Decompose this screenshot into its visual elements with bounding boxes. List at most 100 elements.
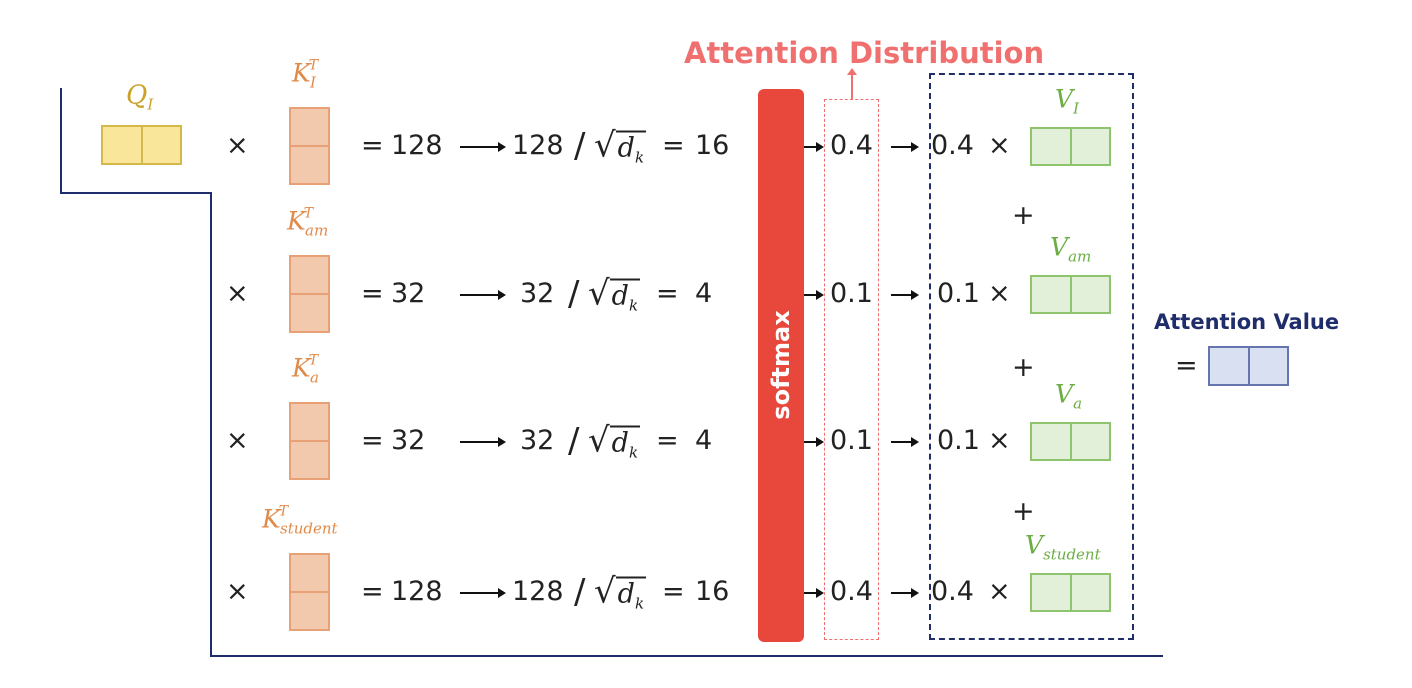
value-subscript: I (1073, 99, 1079, 118)
attention-weight: 0.4 (931, 576, 974, 607)
divide-sign: / (568, 274, 580, 314)
times-sign: × (226, 278, 249, 309)
vector-cell (1032, 129, 1070, 164)
vector-cell (1032, 277, 1070, 312)
scaled-numerator: 128 (512, 576, 564, 607)
arrow-icon (460, 290, 506, 300)
attention-distribution-title: Attention Distribution (684, 36, 1045, 70)
vector-cell (1069, 129, 1110, 164)
key-vector (289, 255, 330, 333)
attention-probability: 0.4 (830, 130, 873, 161)
query-vector (101, 125, 182, 165)
equals-sign: = (361, 576, 384, 607)
plus-sign: + (1012, 352, 1035, 383)
divide-sign: / (574, 572, 586, 612)
scaled-score: 4 (695, 278, 713, 309)
plus-sign: + (1012, 496, 1035, 527)
vector-cell (103, 127, 141, 163)
key-vector (289, 107, 330, 185)
arrow-icon (891, 437, 919, 447)
sqrt-var: d (611, 427, 629, 459)
softmax-bar (758, 89, 804, 642)
vector-cell (291, 440, 328, 478)
arrow-icon (460, 142, 506, 152)
vector-cell (1210, 348, 1248, 384)
times-sign: × (988, 576, 1011, 607)
sqrt-dk: √dk (588, 273, 641, 315)
attention-probability: 0.1 (830, 278, 873, 309)
distribution-pointer (851, 74, 853, 99)
equals-sign: = (361, 425, 384, 456)
key-label: KTam (287, 205, 329, 240)
distribution-pointer-head (847, 68, 857, 75)
sqrt-icon: √ (594, 125, 616, 166)
key-subscript: am (305, 221, 329, 240)
key-subscript: I (310, 73, 316, 92)
equals-sign: = (662, 130, 685, 161)
vector-cell (291, 109, 328, 145)
attention-weight: 0.1 (937, 278, 980, 309)
times-sign: × (226, 425, 249, 456)
value-subscript: a (1073, 394, 1083, 413)
bracket-line (210, 655, 1163, 657)
times-sign: × (226, 576, 249, 607)
vector-cell (291, 555, 328, 591)
query-subscript: I (147, 95, 154, 114)
output-equals: = (1175, 350, 1198, 381)
vector-cell (1069, 277, 1110, 312)
sqrt-var: d (617, 132, 635, 164)
sqrt-icon: √ (588, 273, 610, 314)
key-transpose: T (303, 205, 314, 222)
attention-weight: 0.4 (931, 130, 974, 161)
vector-cell (1069, 424, 1110, 459)
scaled-numerator: 32 (520, 278, 555, 309)
key-transpose: T (278, 503, 289, 520)
arrow-icon (891, 290, 919, 300)
key-label: KTstudent (262, 503, 338, 538)
vector-cell (291, 145, 328, 183)
attention-probability: 0.1 (830, 425, 873, 456)
equals-sign: = (662, 576, 685, 607)
scaled-numerator: 32 (520, 425, 555, 456)
sqrt-sub: k (628, 443, 639, 462)
weighted-sum-box (929, 73, 1134, 640)
bracket-line (60, 88, 62, 194)
key-transpose: T (308, 352, 319, 369)
value-subscript: student (1043, 545, 1101, 564)
key-label: KTI (292, 57, 319, 92)
sqrt-var: d (611, 280, 629, 312)
vector-cell (1032, 424, 1070, 459)
attention-value-vector (1208, 346, 1289, 386)
arrow-icon (804, 437, 824, 447)
softmax-label: softmax (767, 310, 795, 420)
equals-sign: = (361, 278, 384, 309)
sqrt-dk: √dk (594, 125, 647, 167)
vector-cell (140, 127, 181, 163)
vector-cell (291, 404, 328, 440)
times-sign: × (988, 130, 1011, 161)
attention-weight: 0.1 (937, 425, 980, 456)
vector-cell (1069, 575, 1110, 610)
value-label: Va (1055, 379, 1083, 413)
divide-sign: / (568, 421, 580, 461)
scaled-score: 16 (695, 130, 730, 161)
sqrt-sub: k (628, 296, 639, 315)
vector-cell (1032, 575, 1070, 610)
times-sign: × (226, 130, 249, 161)
sqrt-sub: k (634, 594, 645, 613)
arrow-icon (891, 588, 919, 598)
equals-sign: = (656, 278, 679, 309)
sqrt-sub: k (634, 148, 645, 167)
value-subscript: am (1068, 247, 1092, 266)
score-value: 32 (391, 278, 426, 309)
attention-probability: 0.4 (830, 576, 873, 607)
times-sign: × (988, 425, 1011, 456)
value-vector (1030, 422, 1111, 461)
plus-sign: + (1012, 200, 1035, 231)
bracket-line (60, 192, 212, 194)
key-subscript: a (310, 368, 319, 387)
scaled-numerator: 128 (512, 130, 564, 161)
vector-cell (291, 257, 328, 293)
query-label: QI (126, 81, 153, 120)
value-vector (1030, 573, 1111, 612)
